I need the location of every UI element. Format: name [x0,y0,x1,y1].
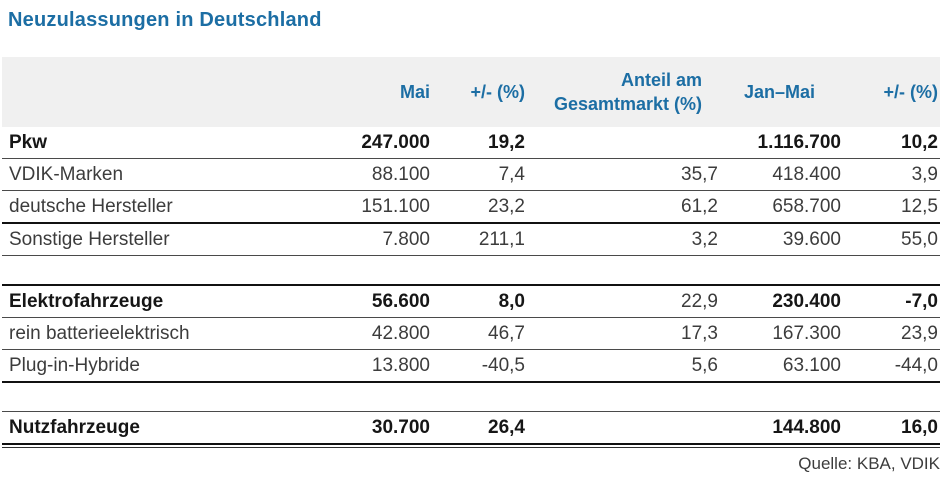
header-share: Anteil am Gesamtmarkt (%) [527,57,720,127]
cell-mai: 88.100 [252,158,432,191]
table-row-pkw: Pkw 247.000 19,2 1.116.700 10,2 [2,127,940,159]
cell-jan-mai-change: 16,0 [843,411,940,445]
cell-jan-mai: 418.400 [720,158,843,191]
header-label [2,57,252,127]
cell-jan-mai: 63.100 [720,349,843,383]
row-label: Sonstige Hersteller [2,223,252,256]
header-mai-change: +/- (%) [432,57,527,127]
row-label: Elektrofahrzeuge [2,285,252,318]
cell-share: 61,2 [527,190,720,224]
table-body: Pkw 247.000 19,2 1.116.700 10,2 VDIK-Mar… [2,127,940,445]
table-row-deutsche-hersteller: deutsche Hersteller 151.100 23,2 61,2 65… [2,190,940,224]
row-label: Pkw [2,127,252,159]
cell-share: 17,3 [527,317,720,350]
cell-mai-change: 46,7 [432,317,527,350]
cell-mai-change: 26,4 [432,411,527,445]
cell-jan-mai: 230.400 [720,285,843,318]
cell-jan-mai-change: 3,9 [843,158,940,191]
cell-jan-mai-change: 23,9 [843,317,940,350]
spacer-row [2,255,940,286]
cell-mai: 30.700 [252,411,432,445]
row-label: VDIK-Marken [2,158,252,191]
table-row-vdik-marken: VDIK-Marken 88.100 7,4 35,7 418.400 3,9 [2,158,940,191]
spacer-cell [2,255,940,286]
table-row-plug-in-hybride: Plug-in-Hybride 13.800 -40,5 5,6 63.100 … [2,349,940,383]
cell-share [527,411,720,445]
table-row-nutzfahrzeuge: Nutzfahrzeuge 30.700 26,4 144.800 16,0 [2,411,940,445]
header-row: Mai +/- (%) Anteil am Gesamtmarkt (%) Ja… [2,57,940,127]
cell-share [527,127,720,159]
cell-mai-change: 7,4 [432,158,527,191]
cell-mai-change: 211,1 [432,223,527,256]
source-note: Quelle: KBA, VDIK [798,454,940,473]
row-label: Nutzfahrzeuge [2,411,252,445]
table-row-sonstige-hersteller: Sonstige Hersteller 7.800 211,1 3,2 39.6… [2,223,940,256]
table-row-rein-batterieelektrisch: rein batterieelektrisch 42.800 46,7 17,3… [2,317,940,350]
cell-jan-mai-change: -44,0 [843,349,940,383]
cell-share: 5,6 [527,349,720,383]
cell-share: 3,2 [527,223,720,256]
page-title: Neuzulassungen in Deutschland [8,9,322,31]
table-bottom-rule [2,445,940,448]
cell-jan-mai-change: 12,5 [843,190,940,224]
header-share-line1: Anteil am [620,69,702,90]
cell-mai: 42.800 [252,317,432,350]
cell-mai: 13.800 [252,349,432,383]
cell-mai: 247.000 [252,127,432,159]
header-mai: Mai [252,57,432,127]
header-jan-mai-change: +/- (%) [843,57,940,127]
spacer-cell [2,382,940,412]
header-jan-mai: Jan–Mai [720,57,843,127]
cell-mai: 151.100 [252,190,432,224]
cell-mai-change: 23,2 [432,190,527,224]
row-label: deutsche Hersteller [2,190,252,224]
table-header: Mai +/- (%) Anteil am Gesamtmarkt (%) Ja… [2,57,940,127]
cell-jan-mai: 658.700 [720,190,843,224]
spacer-row [2,382,940,412]
cell-share: 35,7 [527,158,720,191]
cell-share: 22,9 [527,285,720,318]
cell-jan-mai-change: 10,2 [843,127,940,159]
header-share-line2: Gesamtmarkt (%) [553,94,702,114]
cell-jan-mai: 39.600 [720,223,843,256]
cell-jan-mai-change: 55,0 [843,223,940,256]
cell-mai-change: 8,0 [432,285,527,318]
registrations-table: Mai +/- (%) Anteil am Gesamtmarkt (%) Ja… [2,57,940,445]
cell-mai-change: 19,2 [432,127,527,159]
cell-jan-mai-change: -7,0 [843,285,940,318]
cell-jan-mai: 1.116.700 [720,127,843,159]
page: Neuzulassungen in Deutschland Mai +/- (%… [2,9,940,473]
cell-jan-mai: 167.300 [720,317,843,350]
table-row-elektrofahrzeuge: Elektrofahrzeuge 56.600 8,0 22,9 230.400… [2,285,940,318]
row-label: Plug-in-Hybride [2,349,252,383]
cell-mai-change: -40,5 [432,349,527,383]
cell-jan-mai: 144.800 [720,411,843,445]
cell-mai: 56.600 [252,285,432,318]
cell-mai: 7.800 [252,223,432,256]
row-label: rein batterieelektrisch [2,317,252,350]
